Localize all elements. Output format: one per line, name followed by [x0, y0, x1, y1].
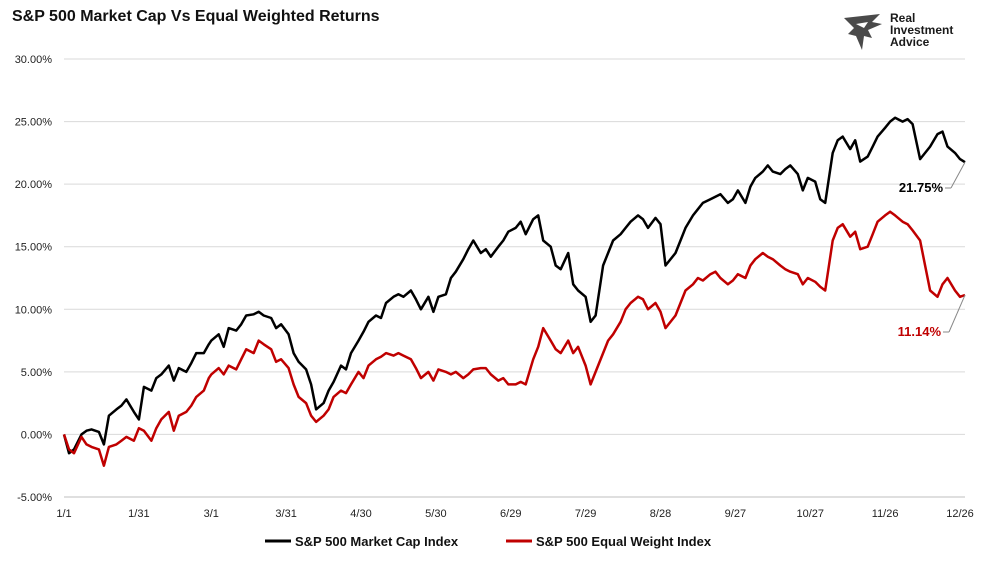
x-tick-label: 9/27	[725, 508, 746, 520]
logo-line-2: Investment	[890, 23, 954, 37]
y-tick-label: 10.00%	[15, 304, 53, 316]
y-tick-label: 0.00%	[21, 429, 52, 441]
brand-logo: Real Investment Advice	[842, 10, 972, 56]
x-tick-label: 4/30	[350, 508, 371, 520]
x-tick-label: 3/31	[275, 508, 296, 520]
series-line	[62, 116, 966, 455]
logo-text: Real Investment Advice	[890, 12, 953, 48]
x-tick-label: 3/1	[204, 508, 219, 520]
end-value-label: 11.14%	[898, 324, 942, 339]
series-lines	[62, 116, 966, 467]
end-label-leader	[950, 162, 966, 189]
chart-title: S&P 500 Market Cap Vs Equal Weighted Ret…	[12, 8, 380, 25]
x-tick-label: 1/1	[56, 508, 71, 520]
x-tick-label: 12/26	[946, 508, 974, 520]
y-tick-label: -5.00%	[17, 492, 52, 504]
series-line	[62, 210, 966, 467]
legend: S&P 500 Market Cap Index S&P 500 Equal We…	[265, 534, 712, 549]
y-tick-label: 5.00%	[21, 367, 52, 379]
legend-label: S&P 500 Equal Weight Index	[536, 534, 712, 549]
x-tick-label: 8/28	[650, 508, 671, 520]
end-value-label: 21.75%	[899, 180, 944, 195]
x-tick-label: 5/30	[425, 508, 446, 520]
y-axis-ticks: -5.00% 0.00% 5.00% 10.00% 15.00% 20.00% 25.00%…	[15, 54, 53, 504]
legend-label: S&P 500 Market Cap Index	[295, 534, 459, 549]
x-tick-label: 7/29	[575, 508, 596, 520]
eagle-icon	[844, 14, 882, 50]
end-labels: 21.75% 11.14%	[898, 162, 966, 339]
gridlines	[64, 58, 965, 498]
logo-line-3: Advice	[890, 35, 930, 49]
y-tick-label: 15.00%	[15, 242, 53, 254]
logo-line-1: Real	[890, 11, 916, 25]
end-label-leader	[948, 294, 966, 333]
y-tick-label: 30.00%	[15, 54, 53, 66]
y-tick-label: 20.00%	[15, 179, 53, 191]
y-tick-label: 25.00%	[15, 117, 53, 129]
x-tick-label: 6/29	[500, 508, 521, 520]
x-axis-ticks: 1/1 1/31 3/1 3/31 4/30 5/30 6/29 7/29 8/28 9/27 10…	[56, 496, 974, 520]
x-tick-label: 11/26	[872, 508, 899, 520]
x-tick-label: 1/31	[128, 508, 149, 520]
x-tick-label: 10/27	[796, 508, 824, 520]
